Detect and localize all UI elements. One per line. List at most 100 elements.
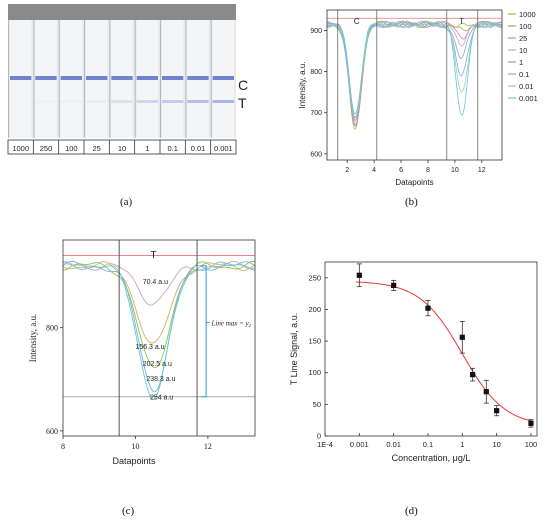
- x-tick-label: 4: [372, 167, 376, 174]
- series-line-3: [62, 260, 256, 393]
- x-tick-label: 8: [61, 442, 65, 451]
- legend-label-25: 25: [519, 34, 527, 43]
- y-axis-label: Intensity, a.u.: [28, 314, 38, 362]
- peak-label-t: T: [459, 17, 464, 26]
- control-line: [35, 76, 57, 80]
- control-line: [10, 76, 32, 80]
- data-point: [528, 420, 534, 426]
- legend-label-100: 100: [519, 22, 532, 31]
- data-point: [494, 408, 500, 414]
- strip-label: 250: [40, 144, 53, 153]
- series-line-1: [62, 261, 256, 344]
- y-tick-label: 900: [310, 28, 322, 35]
- calibration-curve-chart: 1E-4 0.001 0.01 0.1 1 10 100 0 50 100 150 200 250 Con…: [289, 261, 538, 463]
- peak-value-annotation: 254 a.u: [150, 394, 173, 401]
- x-tick-label: 1E-4: [317, 440, 333, 449]
- caption-d: (d): [405, 505, 418, 517]
- x-tick-label: 1: [460, 440, 464, 449]
- control-line: [136, 76, 158, 80]
- test-line: [187, 100, 209, 103]
- strip-label: 1000: [12, 144, 29, 153]
- data-point: [391, 282, 397, 289]
- data-point: [425, 305, 431, 311]
- data-point: [470, 372, 476, 378]
- test-line: [10, 100, 31, 103]
- x-tick-label: 2: [345, 167, 349, 174]
- t-line-zoom-chart: T 70.4 a.u 156.3 a.u 202.5 a.u 238.3 a.u 254 …: [28, 239, 256, 466]
- caption-a: (a): [120, 196, 133, 208]
- y-tick-label: 100: [308, 368, 321, 377]
- x-tick-label: 0.1: [423, 440, 433, 449]
- control-line-label: C: [238, 77, 248, 93]
- strip-photo-panel: 1000 250 100 25 10 1 0.1 0.01 0.001 C T: [7, 4, 248, 155]
- test-line: [162, 100, 184, 103]
- x-tick-label: 10: [131, 442, 139, 451]
- peak-label-c: C: [354, 17, 360, 26]
- strip-label: 0.1: [167, 144, 177, 153]
- x-tick-label: 10: [492, 440, 500, 449]
- legend-label-0.001: 0.001: [519, 94, 538, 103]
- peak-value-annotation: 70.4 a.u: [143, 279, 168, 286]
- x-axis-label: Datapoints: [112, 456, 156, 466]
- line-max-bracket: [200, 265, 207, 398]
- control-line: [86, 76, 108, 80]
- x-tick-label: 6: [399, 167, 403, 174]
- y-axis-label: T Line Signal, a.u.: [289, 313, 299, 385]
- legend-label-0.01: 0.01: [519, 82, 534, 91]
- peak-value-annotation: 238.3 a.u: [146, 376, 175, 383]
- x-tick-label: 10: [451, 167, 459, 174]
- series-line-1: [326, 20, 503, 122]
- series-line-0.01: [326, 20, 503, 119]
- test-line: [86, 100, 108, 103]
- data-point: [483, 389, 489, 395]
- test-line: [136, 100, 158, 103]
- strip-photo-top-band: [8, 4, 236, 20]
- control-line: [162, 76, 184, 80]
- intensity-profile-chart: C T 2 4 6 8 10 12 600 700 800 900 Datapoints Intensit…: [298, 9, 538, 187]
- series-line-1000: [326, 20, 503, 130]
- x-tick-label: 12: [204, 442, 212, 451]
- y-tick-label: 600: [46, 427, 58, 436]
- y-tick-label: 600: [310, 151, 322, 158]
- test-line: [212, 100, 234, 103]
- series-line-0: [62, 260, 256, 306]
- peak-value-annotation: 156.3 a.u: [135, 344, 164, 351]
- x-tick-label: 0.01: [386, 440, 401, 449]
- line-max-label: Line max = y₂: [211, 320, 252, 328]
- series-line-2: [62, 261, 256, 368]
- fit-curve: [356, 281, 534, 423]
- test-line: [35, 100, 56, 103]
- plot-frame: [326, 9, 503, 161]
- legend-label-0.1: 0.1: [519, 70, 529, 79]
- y-tick-label: 50: [313, 400, 321, 409]
- plot-frame: [62, 239, 256, 437]
- x-axis-label: Datapoints: [395, 178, 433, 187]
- y-tick-label: 0: [317, 432, 321, 441]
- y-axis-label: Intensity, a.u.: [298, 62, 307, 109]
- test-line: [60, 100, 82, 103]
- strip-label: 0.01: [191, 144, 206, 153]
- strip-label: 10: [118, 144, 126, 153]
- control-line: [60, 76, 82, 80]
- data-point: [356, 272, 362, 278]
- strip-label: 1: [145, 144, 149, 153]
- data-point: [459, 334, 465, 340]
- x-tick-label: 8: [426, 167, 430, 174]
- y-tick-label: 800: [310, 69, 322, 76]
- strip-label: 0.001: [214, 144, 233, 153]
- x-tick-label: 12: [478, 167, 486, 174]
- series-line-4: [62, 261, 256, 400]
- y-tick-label: 250: [308, 273, 321, 282]
- y-tick-label: 150: [308, 337, 321, 346]
- y-tick-label: 700: [310, 110, 322, 117]
- peak-value-annotation: 202.5 a.u: [143, 361, 172, 368]
- y-tick-label: 200: [308, 305, 321, 314]
- strip-label: 25: [92, 144, 100, 153]
- strip-label: 100: [65, 144, 78, 153]
- x-axis-label: Concentration, μg/L: [392, 453, 471, 463]
- control-line: [111, 76, 133, 80]
- y-tick-label: 800: [46, 324, 58, 333]
- caption-b: (b): [405, 196, 418, 208]
- test-line: [111, 100, 133, 103]
- legend-label-1000: 1000: [519, 10, 536, 19]
